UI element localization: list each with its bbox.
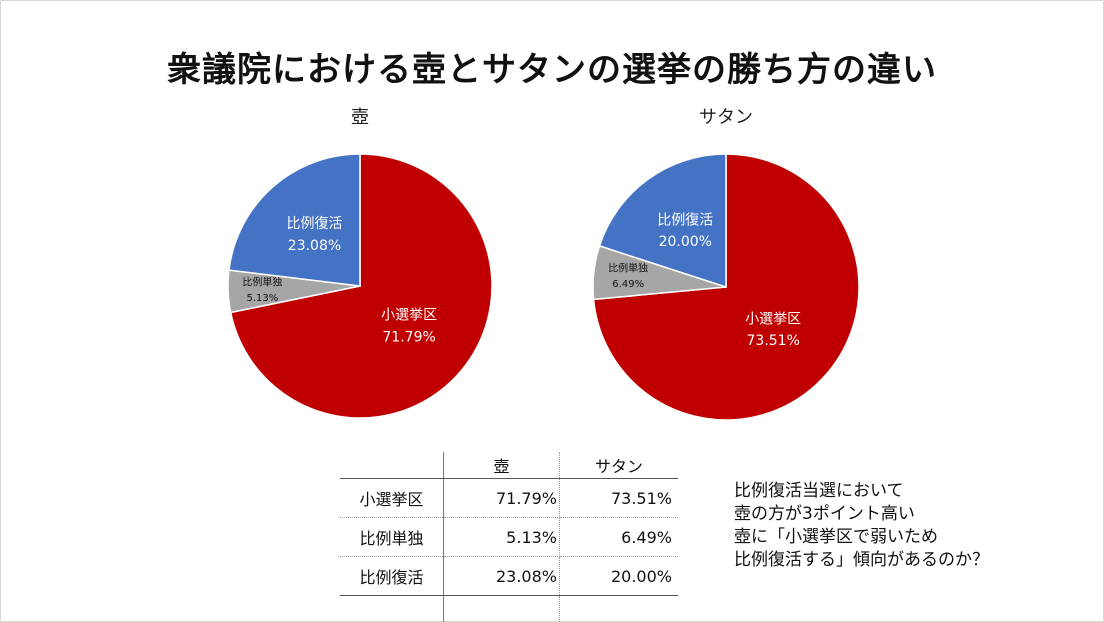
- table-row: 比例単独 5.13% 6.49%: [340, 517, 678, 557]
- page-title: 衆議院における壺とサタンの選挙の勝ち方の違い: [167, 50, 937, 90]
- pie-satan-value-1: 6.49%: [612, 279, 644, 290]
- pie-tsubo-value-0: 71.79%: [382, 329, 435, 345]
- table-cell-satan: 73.51%: [559, 478, 678, 518]
- note-line: 比例復活する」傾向があるのか？: [734, 550, 989, 570]
- pie-satan-label-2: 比例復活: [657, 212, 713, 229]
- table-row: 比例復活 23.08% 20.00%: [340, 556, 678, 596]
- table-cell-satan: 6.49%: [559, 517, 678, 557]
- pie-tsubo-label-2: 比例復活: [287, 215, 343, 232]
- pie-chart-satan: 小選挙区 73.51% 比例単独 6.49% 比例復活 20.00%: [592, 153, 860, 421]
- analysis-note: 比例復活当選において 壺の方が3ポイント高い 壺に「小選挙区で弱いため 比例復活…: [734, 480, 989, 572]
- pie-satan-value-2: 20.00%: [659, 234, 712, 250]
- pie-tsubo-value-2: 23.08%: [288, 238, 341, 254]
- pie-tsubo-label-1: 比例単独: [242, 275, 282, 288]
- table-row-label: 比例復活: [340, 556, 444, 596]
- table-row-label: 小選挙区: [340, 478, 444, 518]
- pie-satan-label-1: 比例単独: [608, 262, 648, 275]
- pie-tsubo-value-1: 5.13%: [247, 293, 279, 304]
- pie-chart-tsubo: 小選挙区 71.79% 比例単独 5.13% 比例復活 23.08%: [227, 153, 493, 419]
- pie-tsubo-label-0: 小選挙区: [381, 308, 437, 324]
- table-cell-tsubo: 5.13%: [443, 517, 560, 557]
- table-header-row: 壺 サタン: [340, 452, 678, 479]
- table-row-label: 比例単独: [340, 517, 444, 557]
- pie-title-satan: サタン: [699, 107, 753, 128]
- table-cell-satan: 20.00%: [559, 556, 678, 596]
- table-header-blank: [340, 452, 444, 479]
- table-header-satan: サタン: [559, 452, 678, 479]
- note-line: 壺の方が3ポイント高い: [734, 504, 915, 524]
- pie-satan-value-0: 73.51%: [747, 333, 800, 349]
- table-header-tsubo: 壺: [443, 452, 560, 479]
- note-line: 壺に「小選挙区で弱いため: [734, 527, 938, 547]
- pie-satan-slice-pr-revival: [598, 153, 727, 289]
- table-tail-row: [340, 595, 678, 622]
- table-cell-tsubo: 71.79%: [443, 478, 560, 518]
- table-cell-tsubo: 23.08%: [443, 556, 560, 596]
- note-line: 比例復活当選において: [734, 481, 904, 501]
- pie-tsubo-slice-small-district: [229, 153, 493, 419]
- pie-tsubo-slice-pr-revival: [228, 153, 361, 287]
- data-table: 壺 サタン 小選挙区 71.79% 73.51% 比例単独 5.13% 6.49…: [340, 452, 678, 622]
- pie-charts: 小選挙区 71.79% 比例単独 5.13% 比例復活 23.08% 小選挙区 73.51%…: [227, 153, 860, 421]
- table-row: 小選挙区 71.79% 73.51%: [340, 478, 678, 518]
- pie-title-tsubo: 壺: [351, 107, 369, 128]
- pie-satan-label-0: 小選挙区: [745, 312, 801, 328]
